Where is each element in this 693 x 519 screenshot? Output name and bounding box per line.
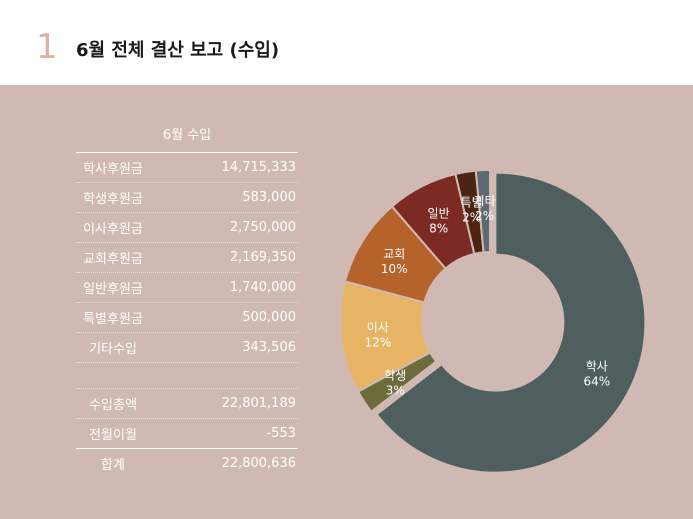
table-row: 일반후원금 1,740,000 [76,273,298,303]
slice-label-7: 기타 2% [474,194,496,223]
summary-label: 합계 [101,458,125,473]
labels-group: 학사 64% 학생 3% 이사 12% 교회 10% 일반 8% 특별 2%기타 2% [364,194,610,398]
summary-table: 수입총액 22,801,189 전월이월 -553 합계 22,800,636 [76,388,298,478]
row-label: 기타수입 [89,342,137,357]
table-row: 교회후원금 2,169,350 [76,243,298,273]
row-value: 500,000 [242,310,296,325]
summary-value: -553 [266,426,296,441]
section-number: 1 [36,27,58,67]
slice-label-1: 학사 64% [583,359,610,388]
summary-row: 합계 22,800,636 [76,449,298,478]
row-value: 343,506 [242,340,296,355]
row-label: 일반후원금 [83,282,143,297]
row-label: 학생후원금 [83,192,143,207]
summary-row: 수입총액 22,801,189 [76,389,298,419]
row-value: 2,750,000 [229,220,296,235]
income-table: 학사후원금 14,715,333 학생후원금 583,000 이사후원금 2,7… [76,152,298,363]
table-row: 특별후원금 500,000 [76,303,298,333]
row-value: 14,715,333 [221,160,296,175]
table-row: 기타수입 343,506 [76,333,298,363]
summary-value: 22,800,636 [221,456,296,471]
slices-group [339,168,647,474]
row-label: 특별후원금 [83,312,143,327]
slice-1 [375,171,647,474]
summary-row: 전월이월 -553 [76,419,298,449]
slice-label-5: 일반 8% [428,206,450,235]
donut-chart: 학사 64% 학생 3% 이사 12% 교회 10% 일반 8% 특별 2%기타 2% [339,168,647,474]
header-bar: 1 6월 전체 결산 보고 (수입) [0,0,693,85]
table-row: 학생후원금 583,000 [76,183,298,213]
slice-label-3: 이사 12% [364,320,391,349]
slice-7 [474,168,491,254]
page-title: 6월 전체 결산 보고 (수입) [76,40,280,61]
row-value: 583,000 [242,190,296,205]
table-row: 학사후원금 14,715,333 [76,153,298,183]
summary-value: 22,801,189 [221,396,296,411]
summary-label: 전월이월 [89,428,137,443]
slice-label-6: 특별 2% [461,196,483,225]
slice-label-4: 교회 10% [381,247,408,276]
table-caption: 6월 수입 [162,128,212,143]
row-value: 1,740,000 [229,280,296,295]
row-label: 교회후원금 [83,252,143,267]
row-label: 이사후원금 [83,222,143,237]
row-value: 2,169,350 [229,250,296,265]
table-row: 이사후원금 2,750,000 [76,213,298,243]
slice-label-2: 학생 3% [384,369,406,398]
row-label: 학사후원금 [83,162,143,177]
summary-label: 수입총액 [89,398,137,413]
